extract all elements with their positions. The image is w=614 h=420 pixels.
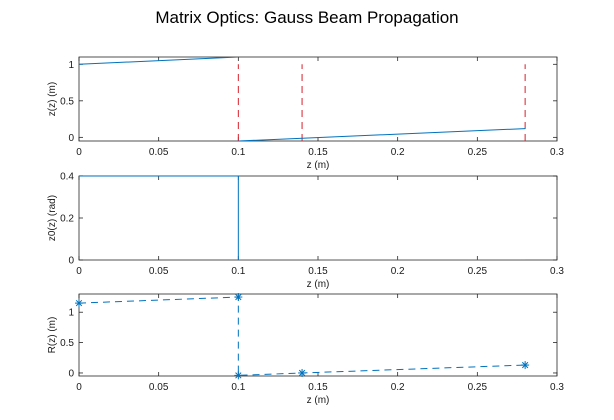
plot-area [79, 176, 526, 260]
x-tick-label: 0.2 [391, 266, 405, 277]
subplot-2: 0 0.05 0.1 0.15 0.2 0.25 0.3 0 0.2 0.4 z (m) z0(z) … [47, 172, 564, 291]
x-tick-label: 0.2 [391, 147, 405, 158]
axes-box [78, 175, 558, 261]
y-tick-label: 1 [68, 60, 74, 71]
marker-stroke [521, 361, 529, 369]
x-tick-label: 0 [76, 147, 82, 158]
x-tick-label: 0.3 [550, 147, 564, 158]
y-axis-label: R(z) (m) [47, 317, 58, 354]
data-point-marker [234, 293, 243, 302]
marker-stroke [298, 369, 306, 377]
x-tick-label: 0.2 [391, 382, 405, 393]
marker-stroke [235, 293, 242, 301]
x-tick-label: 0.05 [149, 147, 169, 158]
x-tick-label: 0.3 [550, 266, 564, 277]
x-axis-label: z (m) [307, 160, 330, 171]
y-tick-label: 0.5 [60, 96, 74, 107]
x-tick-label: 0.25 [468, 147, 488, 158]
y-tick-label: 0.2 [60, 214, 74, 225]
x-tick-label: 0.15 [308, 382, 328, 393]
x-tick-label: 0.15 [308, 266, 328, 277]
x-tick-label: 0.05 [149, 266, 169, 277]
figure-title: Matrix Optics: Gauss Beam Propagation [155, 8, 459, 27]
data-point-marker [521, 361, 530, 370]
x-tick-label: 0.1 [231, 266, 245, 277]
x-axis-label: z (m) [307, 395, 330, 406]
x-tick-label: 0.25 [468, 266, 488, 277]
x-tick-label: 0 [76, 266, 82, 277]
subplot-1: 0 0.05 0.1 0.15 0.2 0.25 0.3 0 0.5 1 z (m) z(z) (m) [47, 56, 564, 171]
data-point-marker [234, 371, 243, 380]
x-tick-label: 0 [76, 382, 82, 393]
x-tick-label: 0.1 [231, 382, 245, 393]
y-tick-label: 0.5 [60, 338, 74, 349]
subplot-3: 0 0.05 0.1 0.15 0.2 0.25 0.3 0 0.5 1 z (m) R(z) (m) [47, 293, 564, 406]
y-axis-label: z0(z) (rad) [47, 195, 58, 241]
marker-stroke [75, 299, 83, 307]
series-line [79, 176, 526, 260]
series-line [79, 296, 526, 376]
axes-box [78, 56, 558, 142]
series-line [79, 57, 239, 65]
plot-area [79, 296, 526, 376]
series-line [238, 128, 526, 141]
y-tick-label: 0.4 [60, 172, 74, 183]
axes-box [78, 293, 558, 377]
plot-area [79, 57, 526, 141]
x-tick-label: 0.1 [231, 147, 245, 158]
x-tick-label: 0.15 [308, 147, 328, 158]
x-tick-label: 0.05 [149, 382, 169, 393]
x-tick-label: 0.25 [468, 382, 488, 393]
y-tick-label: 0 [68, 368, 74, 379]
y-tick-label: 0 [68, 133, 74, 144]
data-point-marker [298, 368, 307, 377]
marker-stroke [235, 372, 242, 379]
x-tick-label: 0.3 [550, 382, 564, 393]
y-axis-label: z(z) (m) [47, 82, 58, 116]
y-tick-label: 0 [68, 256, 74, 267]
y-tick-label: 1 [68, 308, 74, 319]
data-point-marker [75, 299, 83, 308]
x-axis-label: z (m) [307, 279, 330, 290]
